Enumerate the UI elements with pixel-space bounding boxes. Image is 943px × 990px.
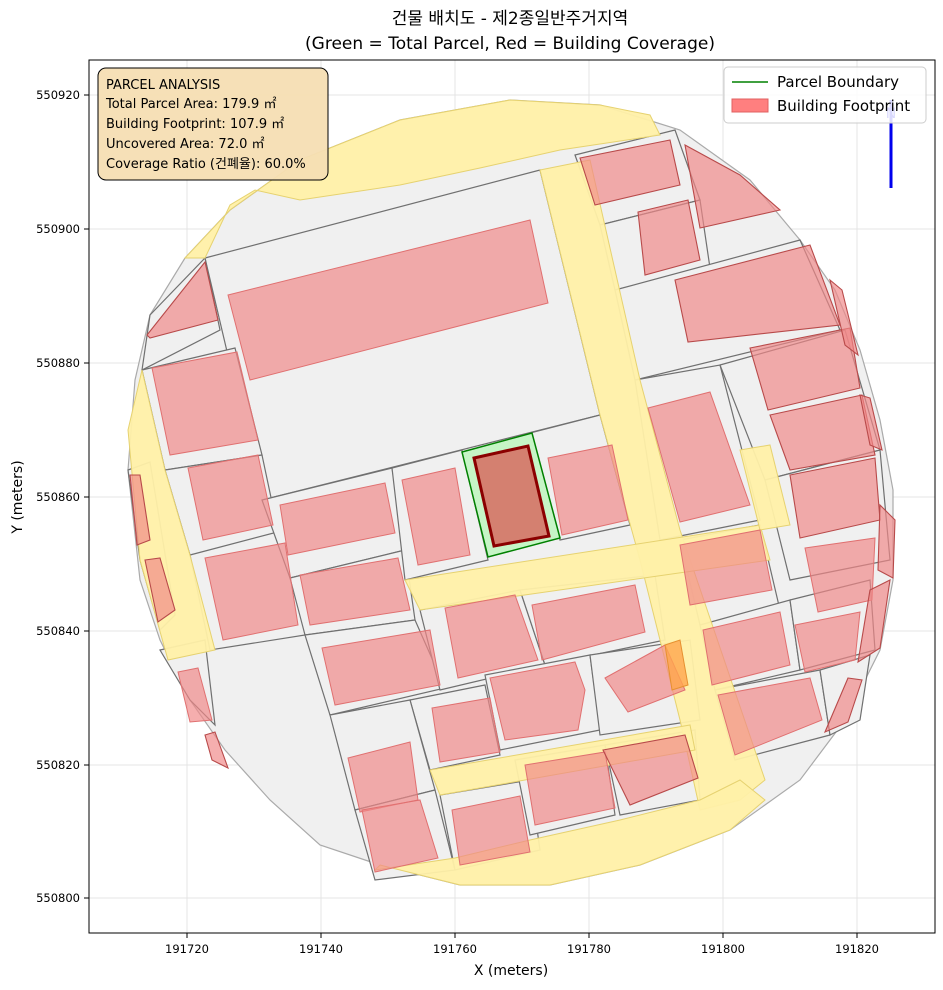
x-axis: 191720 191740 191760 191780 191800 19182…: [165, 933, 879, 979]
legend: Parcel Boundary Building Footprint: [723, 66, 927, 124]
building-footprint: [602, 734, 699, 806]
analysis-building-footprint: Building Footprint: 107.9 ㎡: [106, 117, 284, 132]
x-tick-label: 191740: [299, 942, 343, 956]
building-footprint: [647, 391, 751, 523]
building-footprint: [829, 278, 859, 357]
x-tick-label: 191760: [433, 942, 477, 956]
road-east-west-mid: [404, 524, 771, 611]
plot-title: 건물 배치도 - 제2종일반주거지역: [392, 9, 628, 29]
building-footprint: [877, 503, 896, 579]
building-footprint: [579, 139, 681, 206]
building-footprint: [769, 394, 876, 471]
building-footprint: [794, 611, 861, 673]
building-footprint: [717, 677, 823, 756]
road-west-vertical: [127, 369, 216, 661]
building-footprint: [401, 467, 471, 566]
building-footprint: [204, 542, 299, 641]
building-footprint: [177, 667, 213, 723]
x-tick-label: 191800: [701, 942, 745, 956]
building-footprint: [299, 557, 411, 626]
building-footprint: [451, 795, 531, 866]
y-tick-label: 550900: [36, 222, 80, 236]
y-tick-label: 550880: [36, 356, 80, 370]
x-tick-label: 191820: [835, 942, 879, 956]
subject-parcel-group: [461, 432, 561, 558]
y-axis: 550800 550820 550840 550860 550880 55090…: [10, 88, 89, 905]
analysis-uncovered-area: Uncovered Area: 72.0 ㎡: [106, 137, 265, 152]
plot-subtitle: (Green = Total Parcel, Red = Building Co…: [305, 34, 715, 54]
building-footprint: [684, 143, 782, 229]
building-footprint: [804, 537, 876, 613]
building-footprint: [151, 351, 259, 456]
road-building-overlap: [664, 639, 689, 691]
building-footprint: [547, 444, 629, 536]
building-footprint: [431, 697, 501, 763]
y-tick-label: 550840: [36, 624, 80, 638]
plot-area: N: [88, 59, 936, 934]
building-footprint: [129, 474, 151, 546]
building-footprint: [321, 629, 441, 706]
analysis-heading: PARCEL ANALYSIS: [106, 78, 220, 93]
x-tick-label: 191780: [567, 942, 611, 956]
building-footprint: [489, 661, 586, 741]
y-axis-label: Y (meters): [10, 460, 26, 534]
building-footprint: [857, 579, 891, 664]
building-footprint: [749, 327, 861, 411]
subject-building[interactable]: [472, 444, 551, 548]
building-footprint: [531, 584, 646, 661]
building-footprint: [361, 799, 439, 873]
building-footprint: [227, 219, 549, 381]
building-footprint: [679, 529, 773, 606]
building-footprint: [702, 611, 791, 686]
legend-building-footprint-label: Building Footprint: [777, 97, 910, 115]
building-footprint: [444, 594, 539, 679]
analysis-total-parcel-area: Total Parcel Area: 179.9 ㎡: [105, 97, 276, 112]
building-footprint: [279, 482, 396, 556]
building-footprint: [204, 731, 229, 770]
x-tick-label: 191720: [165, 942, 209, 956]
y-tick-label: 550820: [36, 758, 80, 772]
y-tick-label: 550860: [36, 490, 80, 504]
road-east-segment: [739, 444, 791, 531]
road-north-curve: [183, 99, 661, 259]
building-footprint: [187, 454, 274, 541]
analysis-coverage-ratio: Coverage Ratio (건폐율): 60.0%: [106, 157, 306, 172]
legend-parcel-boundary-label: Parcel Boundary: [777, 73, 899, 91]
building-footprint: [144, 557, 176, 623]
y-tick-label: 550800: [36, 891, 80, 905]
x-axis-label: X (meters): [474, 963, 548, 979]
legend-building-footprint-swatch: [731, 98, 769, 113]
building-footprint: [637, 199, 701, 276]
building-footprint: [823, 677, 863, 734]
parcel-analysis-box: PARCEL ANALYSIS Total Parcel Area: 179.9…: [97, 67, 329, 181]
building-footprint: [859, 394, 883, 451]
y-tick-label: 550920: [36, 88, 80, 102]
building-footprint: [146, 260, 219, 339]
building-footprint: [524, 751, 616, 826]
building-footprint: [604, 644, 686, 713]
buildings: [129, 139, 896, 873]
